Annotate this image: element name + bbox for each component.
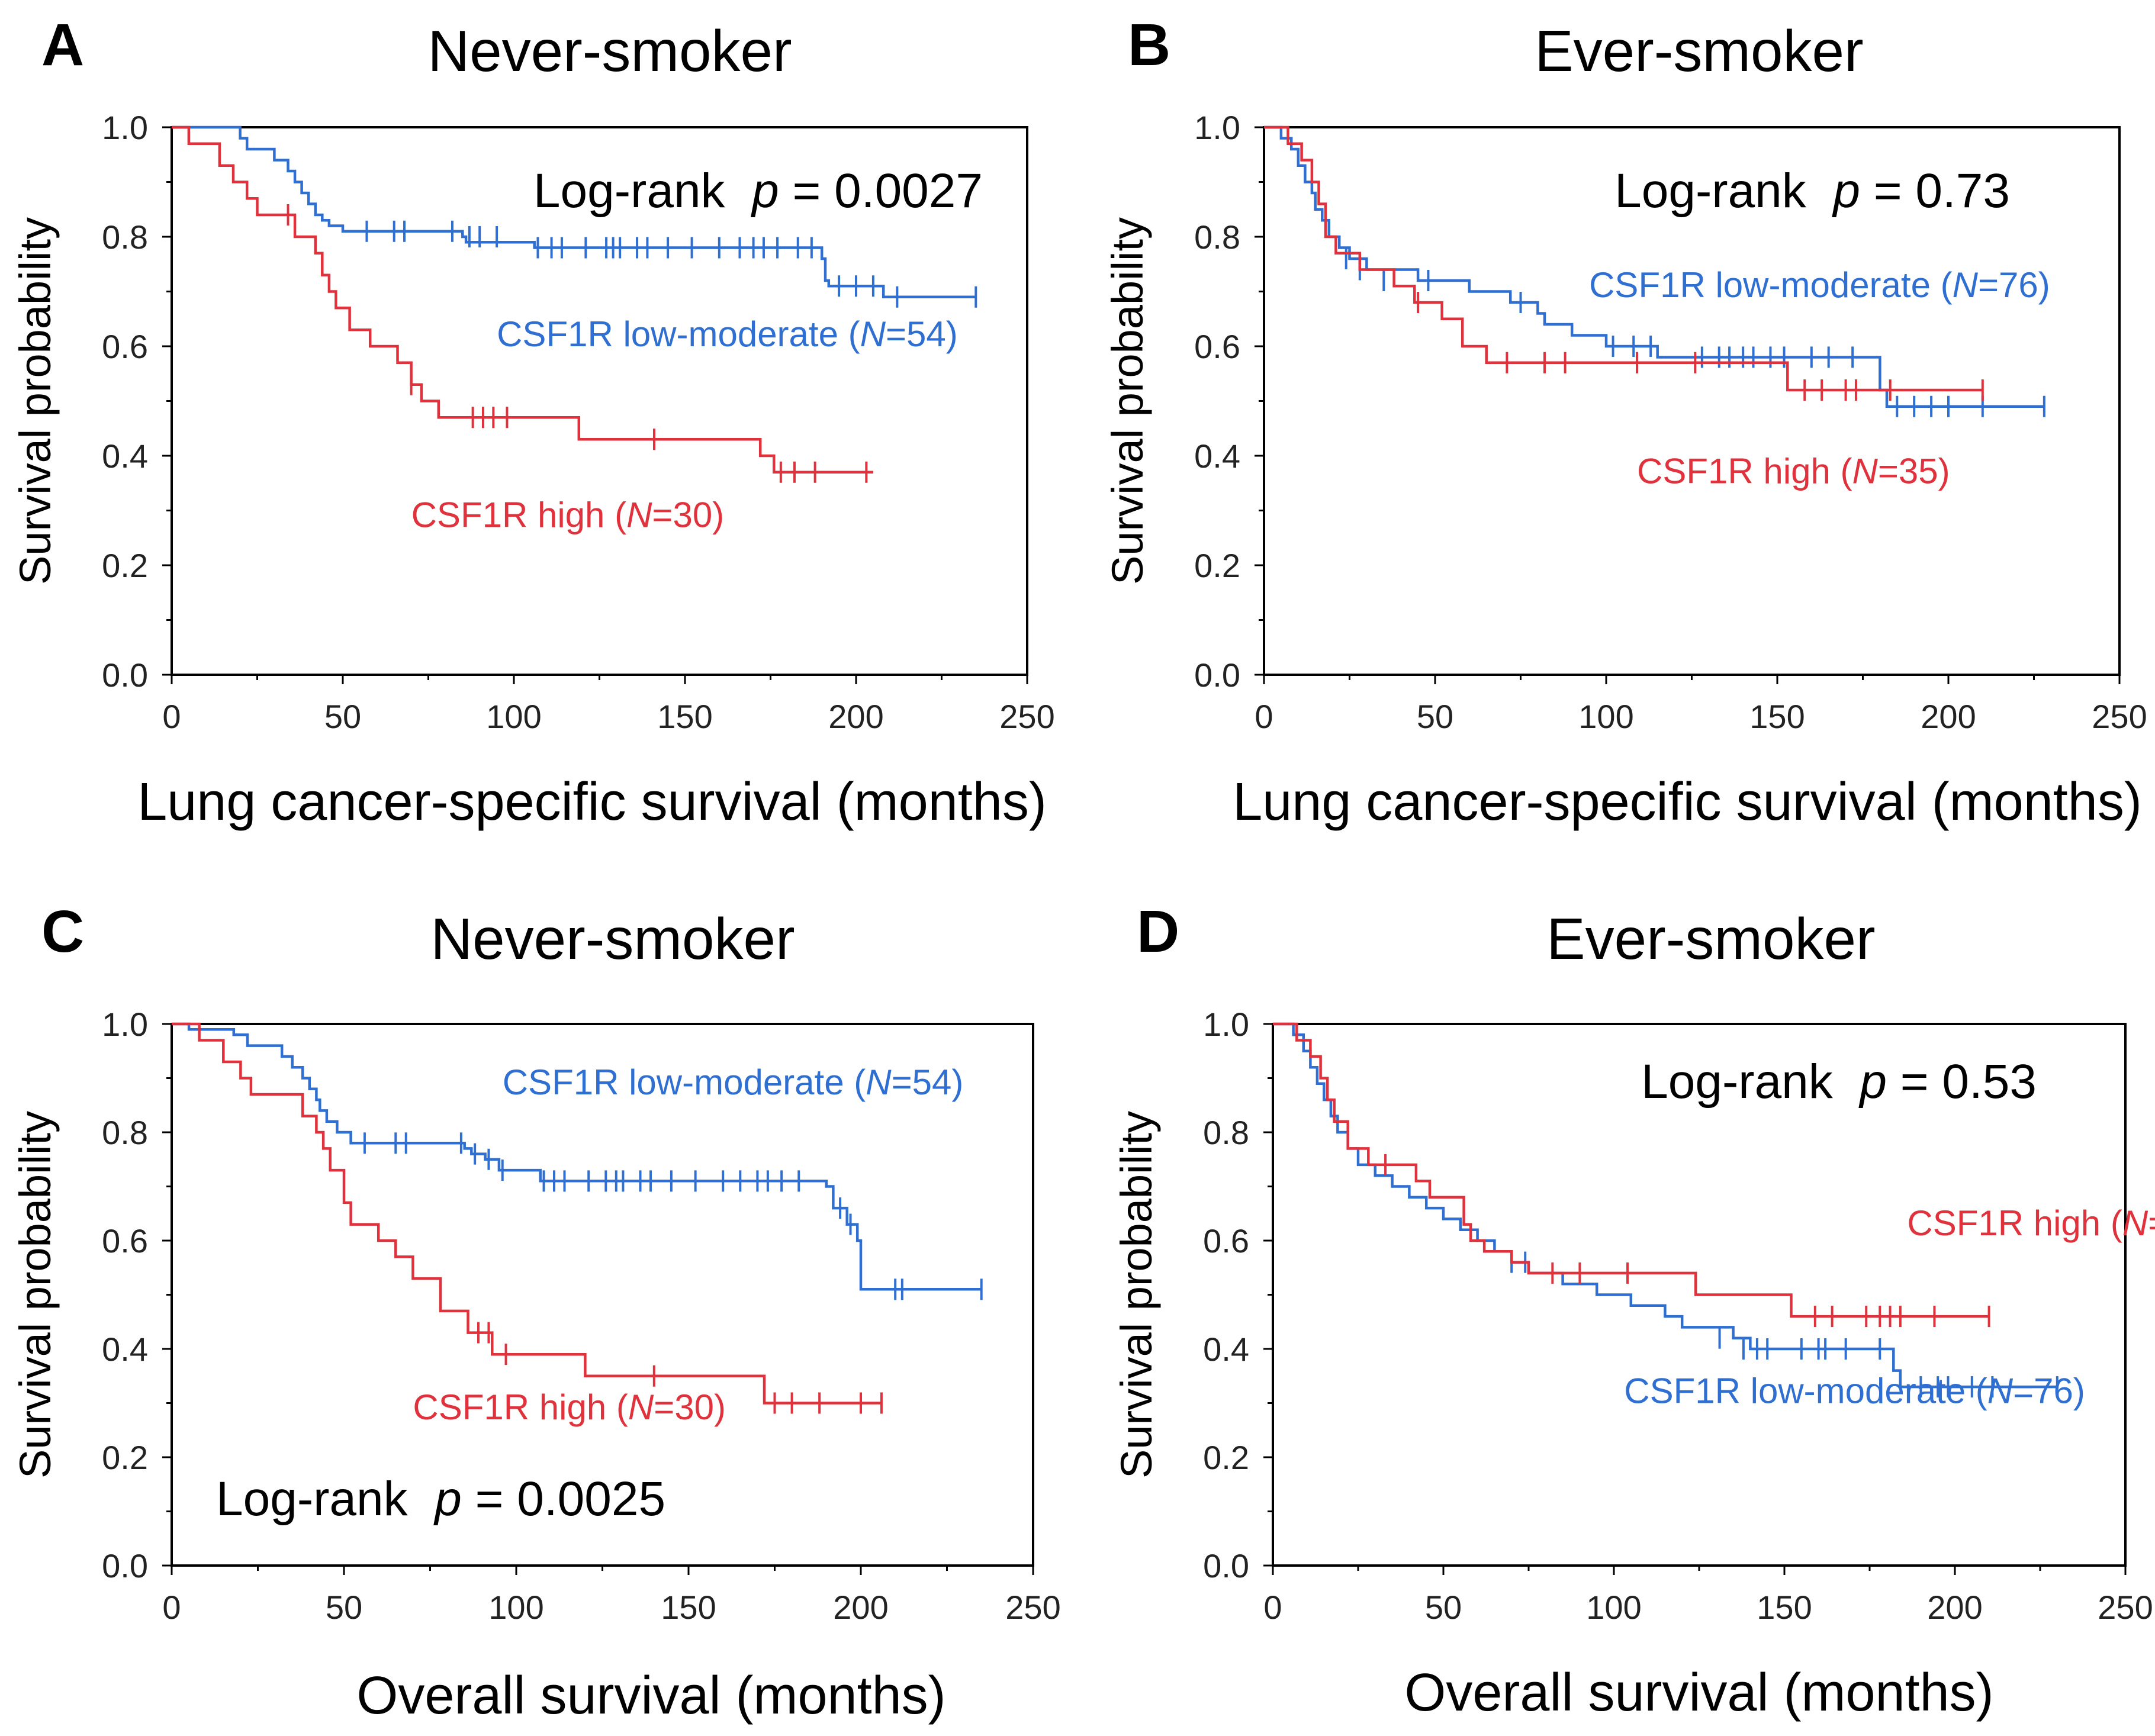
panel-d: D Ever-smoker 0.0 0.2 0.4 0.6 0.8 1.0 0 50 100 150 2… [1112, 898, 2155, 1722]
panel-a-km-curve-low-moderate [172, 125, 976, 299]
panel-c-ytick-label: 1.0 [102, 1006, 148, 1043]
panel-c-xtick-label: 250 [1005, 1589, 1060, 1626]
panel-a-letter: A [41, 12, 84, 78]
panel-d-xtick-label: 250 [2098, 1589, 2153, 1626]
panel-d-xlabel: Overall survival (months) [1404, 1663, 1993, 1722]
panel-b-ytick-label: 0.6 [1194, 328, 1240, 365]
panel-b: B Ever-smoker 0.0 0.2 0.4 0.6 0.8 1.0 0 50 100 150 2… [1103, 12, 2147, 832]
panel-b-km-curve-low-moderate [1264, 125, 2044, 408]
panel-c-title: Never-smoker [430, 906, 795, 971]
panel-a-xtick-label: 150 [657, 698, 712, 735]
panel-b-xtick-label: 250 [2092, 698, 2147, 735]
panel-d-ylabel: Survival probability [1112, 1111, 1161, 1479]
panel-d-ytick-label: 1.0 [1203, 1006, 1249, 1043]
panel-a-ylabel: Survival probability [11, 217, 60, 585]
panel-b-label-low-moderate: CSF1R low-moderate (N=76) [1589, 265, 2050, 305]
panel-d-label-low-moderate: CSF1R low-moderate (N=76) [1624, 1371, 2085, 1411]
panel-a-km-curve-high [172, 125, 873, 474]
panel-c-xtick-label: 100 [488, 1589, 543, 1626]
panel-b-xtick-label: 0 [1255, 698, 1273, 735]
panel-a-ytick-label: 0.8 [102, 218, 148, 256]
panel-c-ytick-label: 0.4 [102, 1331, 148, 1368]
panel-c-xtick-label: 0 [162, 1589, 181, 1626]
panel-d-ytick-label: 0.2 [1203, 1439, 1249, 1476]
panel-a-xlabel: Lung cancer-specific survival (months) [137, 772, 1047, 832]
panel-c-xtick-label: 150 [661, 1589, 716, 1626]
panel-a-pvalue: Log-rank p = 0.0027 [533, 164, 983, 218]
panel-c-ytick-label: 0.6 [102, 1222, 148, 1260]
panel-b-ytick-label: 0.4 [1194, 437, 1240, 475]
panel-d-pvalue: Log-rank p = 0.53 [1641, 1055, 2037, 1109]
panel-b-ytick-label: 0.0 [1194, 656, 1240, 694]
panel-a-ytick-label: 0.2 [102, 547, 148, 584]
panel-d-letter: D [1137, 898, 1179, 965]
panel-b-ytick-label: 1.0 [1194, 109, 1240, 146]
panel-a-xtick-label: 0 [162, 698, 181, 735]
panel-a-ytick-label: 0.0 [102, 656, 148, 694]
panel-a-xtick-label: 250 [999, 698, 1054, 735]
panel-a-xtick-label: 200 [828, 698, 883, 735]
panel-c-pvalue: Log-rank p = 0.0025 [216, 1472, 665, 1526]
panel-d-xtick-label: 200 [1927, 1589, 1982, 1626]
panel-a-ytick-label: 0.6 [102, 328, 148, 365]
panel-b-km-curve-high [1264, 125, 1983, 392]
panel-b-title: Ever-smoker [1535, 18, 1863, 83]
panel-c-label-high: CSF1R high (N=30) [413, 1387, 726, 1427]
panel-c-ytick-label: 0.2 [102, 1439, 148, 1476]
panel-b-ytick-label: 0.8 [1194, 218, 1240, 256]
panel-d-ytick-label: 0.8 [1203, 1114, 1249, 1151]
panel-a-xtick-label: 100 [486, 698, 541, 735]
panel-d-label-high: CSF1R high (N=35) [1907, 1203, 2155, 1243]
panel-b-pvalue: Log-rank p = 0.73 [1614, 164, 2010, 218]
panel-b-label-high: CSF1R high (N=35) [1637, 451, 1950, 491]
panel-b-xtick-label: 150 [1749, 698, 1805, 735]
panel-c-ytick-label: 0.0 [102, 1547, 148, 1584]
panel-c-km-curve-low-moderate [172, 1022, 982, 1291]
panel-d-title: Ever-smoker [1546, 906, 1875, 971]
panel-d-ytick-label: 0.0 [1203, 1547, 1249, 1584]
panel-a-ytick-label: 0.4 [102, 437, 148, 475]
panel-b-xtick-label: 200 [1921, 698, 1976, 735]
panel-b-ylabel: Survival probability [1103, 217, 1152, 585]
panel-a-xtick-label: 50 [324, 698, 361, 735]
panel-d-xtick-label: 0 [1263, 1589, 1282, 1626]
panel-c-label-low-moderate: CSF1R low-moderate (N=54) [503, 1062, 964, 1102]
panel-a-title: Never-smoker [427, 18, 792, 83]
panel-d-xtick-label: 50 [1425, 1589, 1462, 1626]
panel-b-letter: B [1128, 12, 1170, 78]
panel-a-label-high: CSF1R high (N=30) [411, 495, 725, 534]
panel-a-label-low-moderate: CSF1R low-moderate (N=54) [497, 314, 958, 354]
panel-c-xtick-label: 200 [833, 1589, 888, 1626]
panel-a-ytick-label: 1.0 [102, 109, 148, 146]
panel-b-xtick-label: 50 [1417, 698, 1453, 735]
panel-c-ylabel: Survival probability [11, 1111, 60, 1479]
panel-d-km-curve-high [1273, 1022, 1989, 1318]
panel-d-ytick-label: 0.6 [1203, 1222, 1249, 1260]
panel-b-xlabel: Lung cancer-specific survival (months) [1233, 772, 2142, 832]
panel-b-ytick-label: 0.2 [1194, 547, 1240, 584]
panel-c-xlabel: Overall survival (months) [356, 1666, 945, 1725]
panel-c: C Never-smoker 0.0 0.2 0.4 0.6 0.8 1.0 0 50 100 150… [11, 898, 1061, 1725]
panel-c-ytick-label: 0.8 [102, 1114, 148, 1151]
panel-b-xtick-label: 100 [1578, 698, 1633, 735]
panel-d-xtick-label: 100 [1586, 1589, 1641, 1626]
panel-c-xtick-label: 50 [326, 1589, 362, 1626]
panel-c-letter: C [41, 898, 84, 965]
panel-d-ytick-label: 0.4 [1203, 1331, 1249, 1368]
panel-a: A Never-smoker 0.0 0.2 0.4 0.6 0.8 1.0 0 50 100 150… [11, 12, 1055, 832]
panel-d-km-curve-low-moderate [1273, 1022, 2057, 1389]
panel-d-xtick-label: 150 [1757, 1589, 1812, 1626]
